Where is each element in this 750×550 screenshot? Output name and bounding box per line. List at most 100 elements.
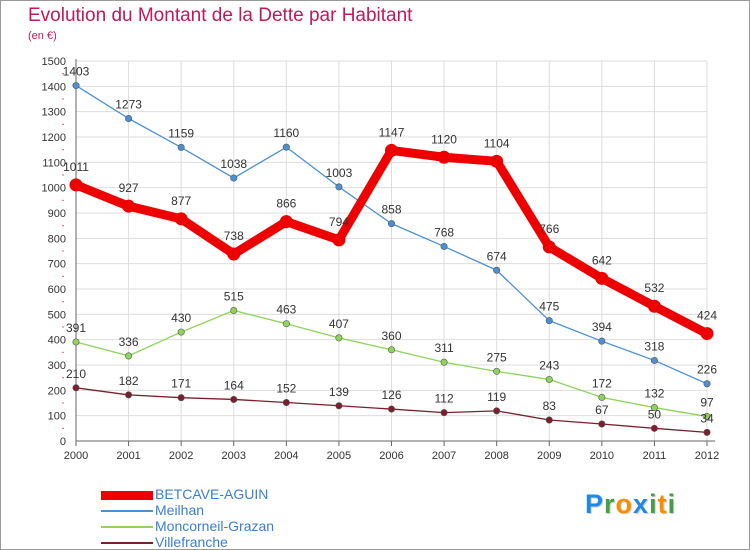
data-label: 132 xyxy=(644,387,664,401)
data-label: 182 xyxy=(119,374,139,388)
data-point xyxy=(72,82,80,90)
data-point xyxy=(279,215,293,229)
data-label: 210 xyxy=(66,367,86,381)
data-label: 360 xyxy=(381,329,401,343)
data-label-layer: 1403 1273 1159 1038 1160 1003 858 768 674 475 394 3… xyxy=(63,65,718,426)
data-label: 391 xyxy=(66,321,86,335)
data-point xyxy=(332,233,346,247)
data-point xyxy=(125,391,133,399)
data-label: 318 xyxy=(644,339,664,353)
x-tick-label: 2003 xyxy=(222,450,246,462)
y-tick-label: 700 xyxy=(48,259,66,271)
series-layer xyxy=(69,82,714,436)
data-label: 83 xyxy=(543,399,557,413)
data-label: 674 xyxy=(487,249,507,263)
data-point xyxy=(122,199,136,213)
data-label: 475 xyxy=(539,300,559,314)
data-label: 866 xyxy=(276,197,296,211)
data-label: 1159 xyxy=(168,126,194,140)
data-point xyxy=(72,384,80,392)
data-point xyxy=(650,424,658,432)
data-point xyxy=(493,367,501,375)
data-point xyxy=(387,220,395,228)
x-tick-label: 2008 xyxy=(484,450,508,462)
y-tick-label: 600 xyxy=(48,284,66,296)
data-label: 1003 xyxy=(326,166,353,180)
data-point xyxy=(230,174,238,182)
chart-title: Evolution du Montant de la Dette par Hab… xyxy=(28,5,413,26)
data-label: 430 xyxy=(171,311,191,325)
data-label: 1403 xyxy=(63,65,90,79)
data-point xyxy=(335,183,343,191)
data-point xyxy=(282,398,290,406)
x-tick-label: 2005 xyxy=(327,450,351,462)
data-point xyxy=(227,247,241,261)
data-point xyxy=(650,404,658,412)
data-point xyxy=(177,328,185,336)
x-tick-label: 2012 xyxy=(695,450,719,462)
data-label: 243 xyxy=(539,358,559,372)
x-tick-label: 2010 xyxy=(590,450,614,462)
data-label: 226 xyxy=(697,363,717,377)
data-label: 515 xyxy=(224,290,244,304)
data-label: 927 xyxy=(119,181,139,195)
y-tick-label: 800 xyxy=(48,233,66,245)
legend-label: Villefranche xyxy=(155,534,228,550)
data-point xyxy=(598,420,606,428)
y-tick-label: 400 xyxy=(48,335,66,347)
data-label: 463 xyxy=(276,303,296,317)
y-tick-label: 1300 xyxy=(42,107,66,119)
data-label: 766 xyxy=(539,222,559,236)
data-point xyxy=(545,416,553,424)
data-label: 1104 xyxy=(484,136,510,150)
x-tick-label: 2004 xyxy=(274,450,298,462)
data-label: 139 xyxy=(329,385,349,399)
data-label: 275 xyxy=(487,350,507,364)
data-label: 152 xyxy=(276,381,296,395)
data-point xyxy=(335,334,343,342)
x-tick-label: 2009 xyxy=(537,450,561,462)
data-point xyxy=(545,317,553,325)
data-point xyxy=(493,407,501,415)
data-point xyxy=(598,393,606,401)
data-point xyxy=(125,352,133,360)
y-tick-label: 1200 xyxy=(42,132,66,144)
data-point xyxy=(282,320,290,328)
data-label: 532 xyxy=(644,281,664,295)
data-label: 407 xyxy=(329,317,349,331)
logo-letter: i xyxy=(649,489,658,519)
data-label: 311 xyxy=(435,341,454,355)
y-tick-label: 1500 xyxy=(42,56,66,68)
axis-layer: 0 100 200 300 400 500 600 700 800 900 1000 1100 1200… xyxy=(42,56,720,462)
x-tick-label: 2001 xyxy=(116,450,140,462)
y-tick-label: 100 xyxy=(48,411,66,423)
data-point xyxy=(650,356,658,364)
data-label: 126 xyxy=(381,388,401,402)
data-label: 794 xyxy=(329,215,349,229)
y-tick-label: 500 xyxy=(48,309,66,321)
logo-letter: r xyxy=(604,489,616,519)
data-label: 171 xyxy=(171,377,191,391)
data-point xyxy=(177,394,185,402)
data-point xyxy=(440,242,448,250)
y-tick-label: 0 xyxy=(60,436,66,448)
data-point xyxy=(174,212,188,226)
data-label: 394 xyxy=(592,320,612,334)
legend-swatch xyxy=(101,526,153,528)
x-tick-label: 2006 xyxy=(379,450,403,462)
data-label: 642 xyxy=(592,253,612,267)
data-point xyxy=(387,405,395,413)
data-point xyxy=(437,150,451,164)
legend-label: Moncorneil-Grazan xyxy=(155,518,275,534)
data-label: 1011 xyxy=(63,160,89,174)
data-label: 738 xyxy=(224,229,244,243)
data-point xyxy=(385,143,398,157)
data-label: 1147 xyxy=(379,125,405,139)
data-label: 1160 xyxy=(273,126,299,140)
data-point xyxy=(493,266,501,274)
data-point xyxy=(542,240,556,254)
data-label: 172 xyxy=(592,376,612,390)
data-point xyxy=(125,115,133,123)
